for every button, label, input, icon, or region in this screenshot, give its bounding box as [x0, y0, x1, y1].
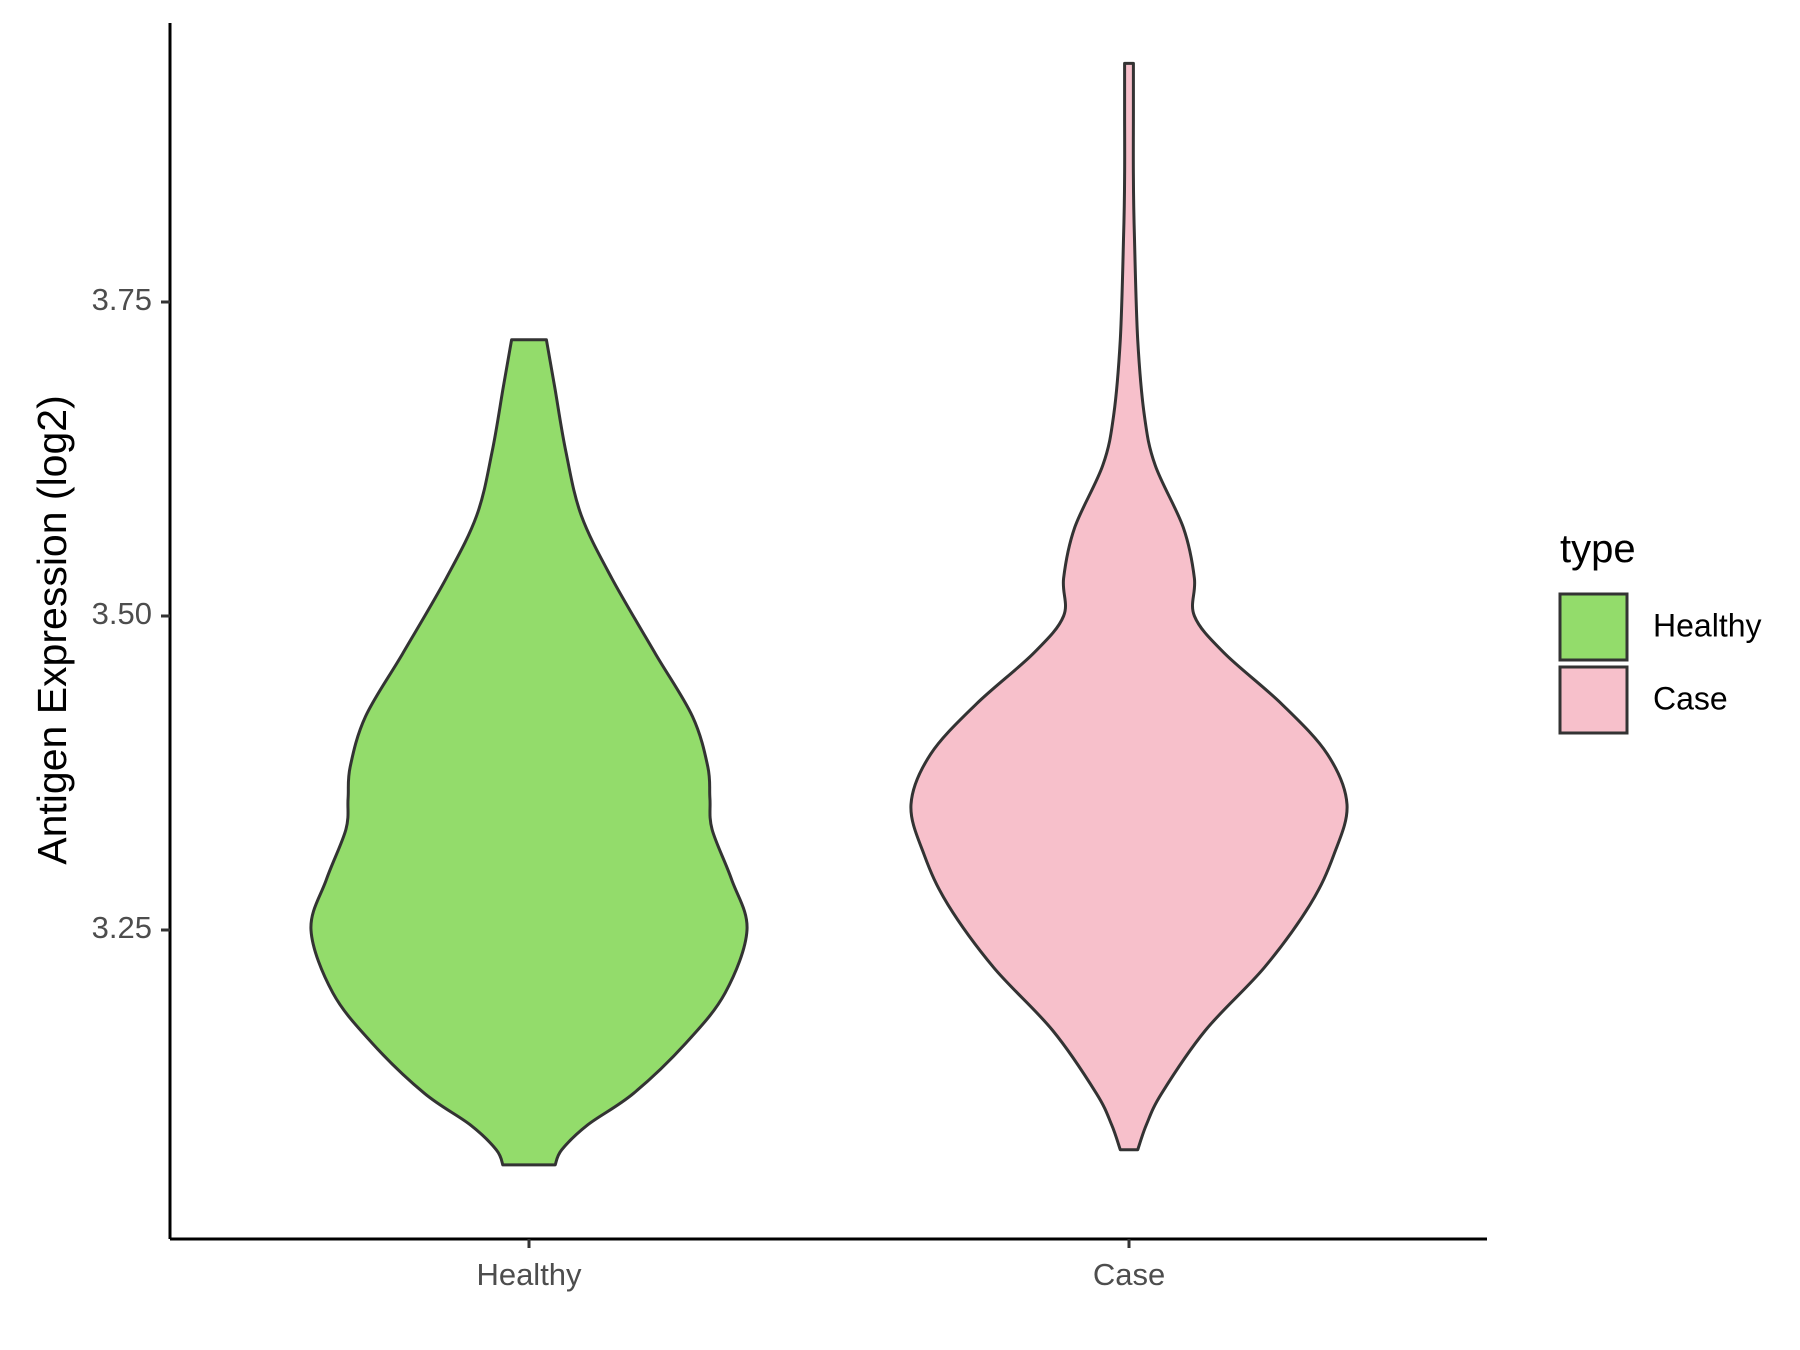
violins-layer	[309, 61, 1349, 1167]
y-tick-label: 3.50	[92, 596, 152, 631]
legend-title: type	[1560, 527, 1636, 571]
x-tick-label: Healthy	[476, 1257, 582, 1292]
y-tick-label: 3.25	[92, 910, 152, 945]
violin-case	[909, 61, 1349, 1152]
violin-healthy	[309, 338, 749, 1167]
axes-layer	[168, 23, 1487, 1241]
legend-swatch-healthy	[1558, 592, 1629, 662]
y-axis-title: Antigen Expression (log2)	[29, 395, 75, 864]
legend-swatch-case	[1558, 665, 1629, 735]
legend-label-case: Case	[1653, 680, 1728, 716]
x-ticks: Healthy Case	[476, 1239, 1165, 1292]
x-tick-label: Case	[1093, 1257, 1165, 1292]
legend-items: Healthy Case	[1558, 592, 1762, 735]
y-ticks: 3.25 3.50 3.75	[92, 282, 170, 945]
legend-label-healthy: Healthy	[1653, 607, 1762, 643]
y-tick-label: 3.75	[92, 282, 152, 317]
legend: type Healthy Case	[1558, 527, 1762, 735]
